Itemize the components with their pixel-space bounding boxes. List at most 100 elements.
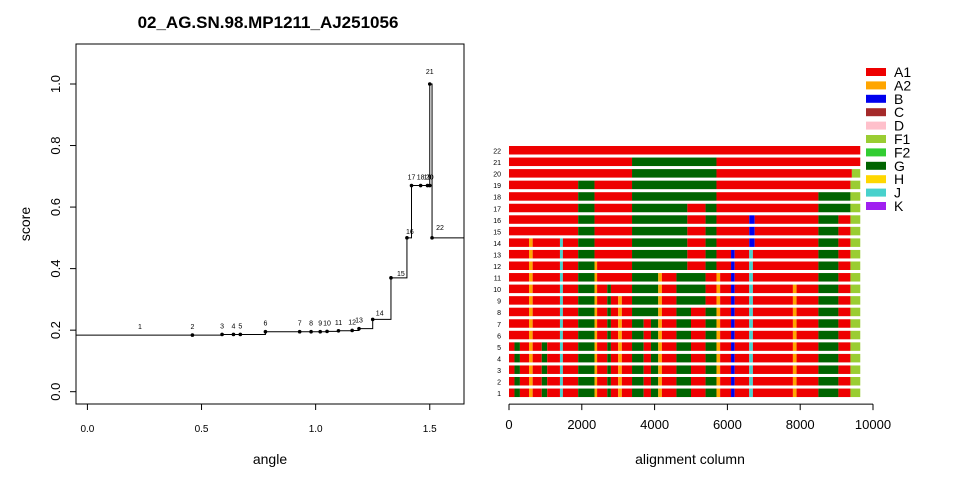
segment-a1 [547, 353, 560, 363]
segment-a1 [643, 353, 651, 363]
row-label: 22 [493, 149, 501, 156]
segment-a1 [716, 261, 732, 270]
segment-a1 [752, 273, 819, 282]
segment-a1 [532, 261, 560, 270]
segment-g [578, 203, 595, 213]
segment-g [632, 169, 717, 178]
segment-a1 [720, 284, 732, 294]
row-label: 13 [493, 252, 501, 259]
segment-a1 [796, 307, 819, 317]
segment-g [705, 353, 717, 363]
segment-a1 [838, 365, 851, 374]
segment-a2 [792, 365, 797, 374]
segment-j [749, 296, 753, 305]
alignment-row: 4 [497, 353, 861, 363]
segment-a1 [597, 284, 608, 294]
left-x-axis-label: angle [253, 451, 287, 467]
segment-j [749, 284, 753, 294]
segment-j [749, 365, 753, 374]
segment-a1 [562, 353, 579, 363]
segment-a1 [509, 169, 633, 178]
segment-a1 [691, 353, 706, 363]
segment-a2 [594, 319, 598, 328]
segment-a2 [618, 319, 622, 328]
segment-a1 [597, 342, 608, 351]
segment-f1 [850, 192, 861, 201]
segment-a1 [610, 377, 619, 386]
segment-f1 [850, 388, 861, 398]
segment-g [632, 388, 644, 398]
segment-j [749, 261, 753, 270]
alignment-row: 18 [493, 192, 861, 202]
segment-g [632, 273, 659, 282]
segment-a2 [792, 307, 797, 317]
segment-a1 [838, 238, 851, 247]
segment-a2 [529, 353, 533, 363]
segment-b [731, 261, 735, 270]
segment-a1 [532, 377, 542, 386]
segment-a1 [734, 261, 750, 270]
segment-a2 [529, 388, 533, 398]
segment-a1 [705, 296, 717, 305]
segment-g [607, 365, 611, 374]
segment-a1 [509, 284, 530, 294]
segment-g [541, 365, 548, 374]
score-vs-angle-plot: angle score 0.0 0.5 1.0 1.5 0.0 0.2 0.4 0.6 0.8 1… [17, 43, 465, 467]
segment-a1 [752, 307, 793, 317]
segment-a2 [658, 307, 662, 317]
score-point [297, 329, 302, 334]
segment-g [632, 261, 688, 270]
segment-a1 [621, 296, 633, 305]
segment-g [578, 319, 595, 328]
segment-a1 [838, 353, 851, 363]
segment-a1 [796, 284, 819, 294]
segment-a2 [618, 342, 622, 351]
segment-g [705, 261, 717, 270]
segment-g [514, 353, 520, 363]
segment-a2 [792, 296, 797, 305]
segment-g [818, 238, 839, 247]
segment-a1 [838, 296, 851, 305]
segment-j [559, 388, 563, 398]
segment-a1 [610, 330, 619, 340]
alignment-row: 22 [493, 146, 861, 156]
segment-a1 [621, 388, 633, 398]
segment-a1 [547, 365, 560, 374]
alignment-row: 16 [493, 215, 861, 225]
segment-a1 [643, 342, 651, 351]
score-point [231, 332, 236, 337]
segment-g [632, 353, 644, 363]
segment-g [705, 238, 717, 247]
segment-a2 [618, 330, 622, 340]
segment-a2 [594, 342, 598, 351]
segment-a1 [687, 238, 706, 247]
segment-g [578, 353, 595, 363]
segment-a1 [610, 307, 619, 317]
segment-j [559, 238, 563, 247]
segment-f1 [850, 307, 861, 317]
segment-a1 [691, 319, 706, 328]
segment-g [632, 238, 688, 247]
segment-g [705, 365, 717, 374]
left-x-tick-label: 1.0 [309, 424, 323, 435]
segment-j [559, 284, 563, 294]
segment-j [559, 319, 563, 328]
alignment-row: 3 [497, 365, 861, 375]
segment-a2 [658, 330, 662, 340]
segment-a1 [597, 319, 608, 328]
segment-g [818, 261, 839, 270]
row-label: 15 [493, 229, 501, 236]
segment-a1 [796, 388, 819, 398]
segment-a1 [838, 388, 851, 398]
segment-a1 [594, 238, 633, 247]
segment-a1 [734, 365, 750, 374]
score-point [238, 332, 243, 337]
segment-a1 [734, 377, 750, 386]
segment-a2 [529, 238, 533, 247]
segment-f1 [850, 249, 861, 259]
segment-a2 [618, 353, 622, 363]
segment-a1 [509, 157, 633, 167]
score-point-label: 3 [220, 323, 224, 330]
segment-a1 [621, 342, 633, 351]
segment-j [749, 319, 753, 328]
